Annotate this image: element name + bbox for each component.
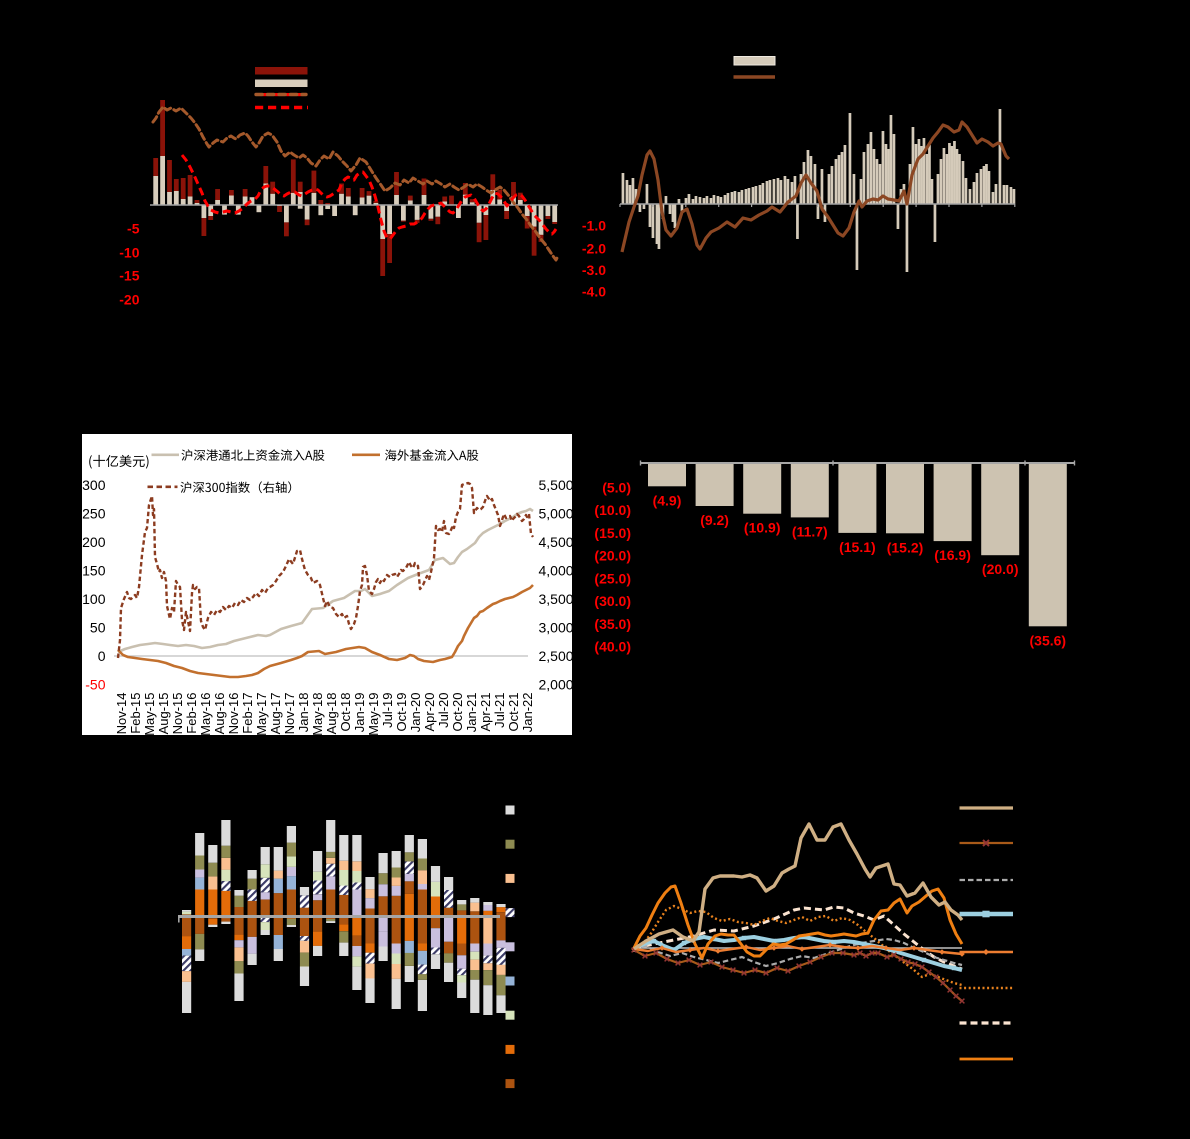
svg-text:100: 100 — [82, 591, 106, 607]
svg-text:3,000: 3,000 — [539, 619, 574, 635]
svg-text:Aug-18: Aug-18 — [324, 693, 339, 735]
svg-text:0: 0 — [98, 648, 106, 664]
svg-text:Jan-22: Jan-22 — [520, 693, 535, 733]
svg-text:150: 150 — [82, 563, 106, 579]
svg-text:(35.0): (35.0) — [594, 616, 631, 632]
svg-text:(9.2): (9.2) — [700, 512, 729, 528]
svg-text:-3.0: -3.0 — [582, 262, 606, 278]
svg-text:Jan-19: Jan-19 — [352, 693, 367, 733]
svg-text:-5: -5 — [127, 221, 140, 237]
svg-text:Oct-18: Oct-18 — [338, 693, 353, 732]
svg-text:Feb-15: Feb-15 — [128, 693, 143, 734]
svg-text:Oct-19: Oct-19 — [394, 693, 409, 732]
svg-text:(10.0): (10.0) — [594, 502, 631, 518]
svg-text:2,500: 2,500 — [539, 648, 574, 664]
svg-text:Nov-17: Nov-17 — [282, 693, 297, 735]
svg-text:(15.1): (15.1) — [839, 539, 876, 555]
svg-text:May-18: May-18 — [310, 693, 325, 736]
svg-text:Nov-16: Nov-16 — [226, 693, 241, 735]
svg-text:5,000: 5,000 — [539, 506, 574, 522]
svg-text:4,000: 4,000 — [539, 563, 574, 579]
svg-text:Jul-21: Jul-21 — [492, 693, 507, 728]
svg-text:Aug-16: Aug-16 — [212, 693, 227, 735]
svg-text:Jul-20: Jul-20 — [436, 693, 451, 728]
svg-text:-10: -10 — [119, 245, 139, 261]
svg-text:Jan-18: Jan-18 — [296, 693, 311, 733]
svg-text:(10.9): (10.9) — [744, 520, 781, 536]
svg-text:Nov-14: Nov-14 — [114, 693, 129, 735]
svg-text:-15: -15 — [119, 268, 139, 284]
svg-text:(5.0): (5.0) — [602, 479, 631, 495]
svg-text:Oct-20: Oct-20 — [450, 693, 465, 732]
svg-text:(15.0): (15.0) — [594, 525, 631, 541]
svg-text:Feb-17: Feb-17 — [240, 693, 255, 734]
svg-text:Oct-21: Oct-21 — [506, 693, 521, 732]
svg-text:(4.9): (4.9) — [653, 492, 682, 508]
svg-text:-50: -50 — [85, 676, 105, 692]
svg-text:-2.0: -2.0 — [582, 241, 606, 257]
svg-text:2,000: 2,000 — [539, 676, 574, 692]
svg-text:Aug-17: Aug-17 — [268, 693, 283, 735]
svg-text:Nov-15: Nov-15 — [170, 693, 185, 735]
svg-text:3,500: 3,500 — [539, 591, 574, 607]
svg-text:(20.0): (20.0) — [594, 548, 631, 564]
svg-text:May-17: May-17 — [254, 693, 269, 736]
svg-text:(16.9): (16.9) — [934, 547, 971, 563]
svg-text:May-16: May-16 — [198, 693, 213, 736]
svg-text:(11.7): (11.7) — [792, 523, 828, 539]
svg-text:200: 200 — [82, 534, 106, 550]
svg-text:(25.0): (25.0) — [594, 570, 631, 586]
svg-text:(35.6): (35.6) — [1030, 632, 1067, 648]
svg-text:Apr-20: Apr-20 — [422, 693, 437, 732]
svg-text:-1.0: -1.0 — [582, 218, 606, 234]
svg-text:-4.0: -4.0 — [582, 284, 606, 300]
svg-text:-20: -20 — [119, 292, 139, 308]
svg-text:Apr-21: Apr-21 — [478, 693, 493, 732]
svg-text:(20.0): (20.0) — [982, 561, 1019, 577]
svg-text:Feb-16: Feb-16 — [184, 693, 199, 734]
svg-text:(30.0): (30.0) — [594, 593, 631, 609]
svg-text:4,500: 4,500 — [539, 534, 574, 550]
svg-text:250: 250 — [82, 506, 106, 522]
svg-text:300: 300 — [82, 477, 106, 493]
svg-text:5,500: 5,500 — [539, 477, 574, 493]
svg-text:Jan-20: Jan-20 — [408, 693, 423, 733]
svg-text:May-15: May-15 — [142, 693, 157, 736]
svg-text:Jan-21: Jan-21 — [464, 693, 479, 733]
svg-text:Aug-15: Aug-15 — [156, 693, 171, 735]
svg-text:May-19: May-19 — [366, 693, 381, 736]
svg-text:50: 50 — [90, 619, 106, 635]
svg-text:Jul-19: Jul-19 — [380, 693, 395, 728]
svg-text:(15.2): (15.2) — [887, 539, 924, 555]
svg-text:(40.0): (40.0) — [594, 639, 631, 655]
